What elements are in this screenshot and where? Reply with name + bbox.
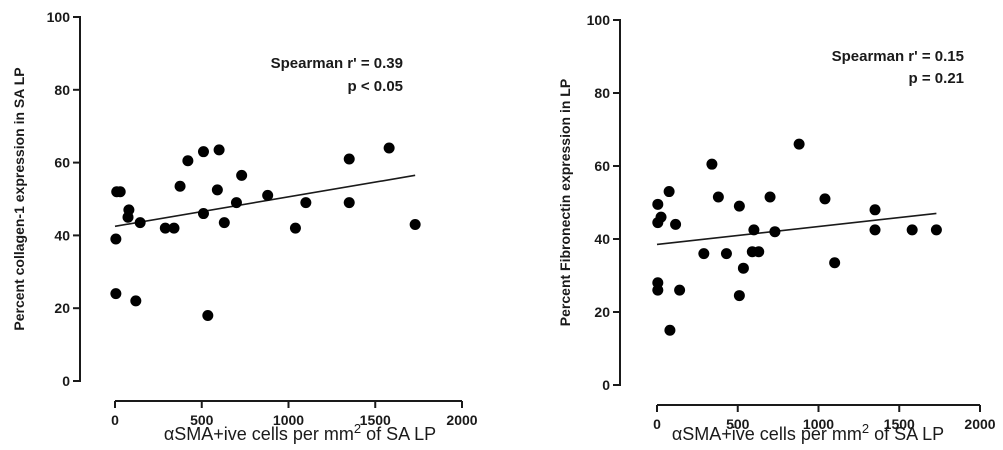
data-point (652, 284, 664, 296)
data-point (748, 224, 760, 236)
data-point (134, 217, 146, 229)
data-point (213, 144, 225, 156)
x-tick-label: 2000 (446, 412, 477, 428)
spearman-annotation: Spearman r' = 0.39 (271, 55, 403, 72)
x-tick-label: 1500 (884, 416, 915, 432)
data-point (159, 222, 171, 234)
data-point (197, 208, 209, 220)
data-point (123, 204, 135, 216)
data-point (211, 184, 223, 196)
x-tick-label: 2000 (964, 416, 995, 432)
data-point (197, 146, 209, 158)
data-point (409, 218, 421, 230)
x-tick-label: 1000 (273, 412, 304, 428)
spearman-annotation: Spearman r' = 0.15 (832, 48, 964, 65)
data-point (182, 155, 194, 167)
data-point (114, 186, 126, 198)
data-point (343, 197, 355, 209)
data-point (130, 295, 142, 307)
data-point (168, 222, 180, 234)
y-tick-label: 60 (594, 158, 610, 174)
x-tick-label: 500 (190, 412, 214, 428)
data-point (663, 186, 675, 198)
y-axis-label: Percent Fibronectin expression in LP (557, 79, 573, 326)
data-point (343, 153, 355, 165)
data-point (262, 189, 274, 201)
x-axis-label: αSMA+ive cells per mm2 of SA LP (164, 421, 436, 445)
y-tick-label: 40 (594, 231, 610, 247)
y-tick-label: 80 (54, 82, 70, 98)
y-tick-label: 40 (54, 227, 70, 243)
trend-line (114, 174, 416, 228)
y-tick-label: 100 (47, 9, 71, 25)
data-point (706, 158, 718, 170)
x-axis-label: αSMA+ive cells per mm2 of SA LP (672, 421, 944, 445)
data-point (664, 324, 676, 336)
data-point (218, 217, 230, 229)
data-point (793, 138, 805, 150)
p-value-annotation: p < 0.05 (348, 78, 403, 95)
y-axis-label: Percent collagen-1 expression in SA LP (11, 67, 27, 330)
data-point (383, 142, 395, 154)
data-point (733, 200, 745, 212)
y-tick-label: 100 (587, 12, 611, 28)
data-point (906, 224, 918, 236)
data-point (712, 191, 724, 203)
data-point (720, 248, 732, 260)
data-point (110, 288, 122, 300)
data-point (769, 226, 781, 238)
data-point (652, 198, 664, 210)
data-point (819, 193, 831, 205)
data-point (674, 284, 686, 296)
x-tick-label: 0 (653, 416, 661, 432)
p-value-annotation: p = 0.21 (909, 70, 964, 87)
data-point (869, 224, 881, 236)
x-tick-label: 1500 (360, 412, 391, 428)
data-point (655, 211, 667, 223)
data-point (737, 262, 749, 274)
x-tick-label: 500 (726, 416, 750, 432)
data-point (289, 222, 301, 234)
data-point (733, 290, 745, 302)
data-point (869, 204, 881, 216)
y-tick-label: 80 (594, 85, 610, 101)
y-tick-label: 0 (62, 373, 70, 389)
trend-line (656, 212, 937, 246)
y-tick-label: 20 (54, 300, 70, 316)
data-point (829, 257, 841, 269)
data-point (236, 169, 248, 181)
data-point (174, 180, 186, 192)
x-tick-label: 1000 (803, 416, 834, 432)
data-point (930, 224, 942, 236)
data-point (110, 233, 122, 245)
data-point (670, 218, 682, 230)
data-point (764, 191, 776, 203)
y-tick-label: 0 (602, 377, 610, 393)
y-tick-label: 60 (54, 155, 70, 171)
data-point (753, 246, 765, 258)
x-tick-label: 0 (111, 412, 119, 428)
data-point (230, 197, 242, 209)
y-tick-label: 20 (594, 304, 610, 320)
data-point (202, 309, 214, 321)
data-point (698, 248, 710, 260)
data-point (300, 197, 312, 209)
